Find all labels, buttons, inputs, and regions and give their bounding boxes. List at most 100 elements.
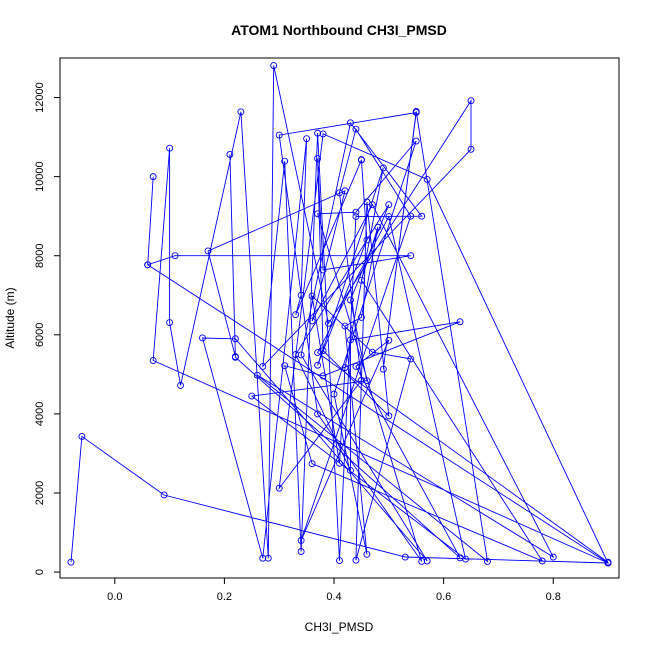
y-tick-label: 4000 bbox=[34, 402, 46, 426]
data-point bbox=[275, 484, 283, 492]
data-point bbox=[407, 355, 415, 363]
data-point bbox=[418, 212, 426, 220]
data-point bbox=[160, 491, 168, 499]
x-tick-label: 0.0 bbox=[107, 591, 122, 603]
data-point bbox=[352, 556, 360, 564]
data-point bbox=[67, 558, 75, 566]
data-point bbox=[363, 198, 371, 206]
data-point bbox=[297, 536, 305, 544]
data-point bbox=[347, 119, 354, 127]
data-point bbox=[144, 261, 152, 269]
y-tick-label: 10000 bbox=[34, 161, 46, 192]
data-point bbox=[352, 213, 360, 221]
data-point bbox=[319, 130, 327, 138]
data-point bbox=[423, 175, 431, 183]
data-point bbox=[171, 252, 179, 260]
data-point bbox=[231, 335, 239, 343]
data-point bbox=[166, 144, 174, 152]
data-point bbox=[231, 353, 239, 361]
data-point bbox=[357, 156, 365, 164]
y-tick-label: 8000 bbox=[34, 243, 46, 267]
data-point bbox=[347, 336, 354, 344]
data-point bbox=[604, 558, 612, 566]
data-point bbox=[385, 213, 393, 221]
data-point bbox=[275, 131, 283, 139]
y-tick-label: 12000 bbox=[34, 82, 46, 113]
data-point bbox=[407, 212, 415, 220]
x-tick-label: 0.8 bbox=[546, 591, 561, 603]
data-point bbox=[418, 557, 426, 565]
axis-ticks: 0.0 0.2 0.4 0.6 0.8 0 2000 4000 6000 8000 10000 120… bbox=[34, 82, 561, 603]
data-point bbox=[259, 362, 267, 370]
data-point bbox=[204, 247, 212, 255]
data-point bbox=[368, 201, 376, 209]
data-point bbox=[166, 319, 174, 326]
data-point bbox=[374, 223, 382, 231]
data-point bbox=[357, 276, 365, 284]
data-point bbox=[292, 351, 300, 359]
data-point bbox=[385, 201, 393, 209]
chart-title: ATOM1 Northbound CH3I_PMSD bbox=[231, 22, 447, 38]
data-point bbox=[363, 236, 371, 244]
data-point bbox=[319, 266, 327, 274]
data-point bbox=[538, 557, 546, 565]
data-point bbox=[297, 291, 305, 299]
data-point bbox=[347, 296, 354, 304]
data-point bbox=[314, 210, 322, 218]
data-point bbox=[407, 252, 415, 260]
data-point bbox=[401, 553, 409, 561]
data-point bbox=[385, 412, 393, 420]
data-point bbox=[357, 313, 365, 321]
data-point bbox=[341, 187, 349, 195]
x-tick-label: 0.4 bbox=[326, 591, 341, 603]
data-point bbox=[352, 362, 360, 370]
data-point bbox=[368, 348, 376, 356]
data-point bbox=[467, 145, 475, 153]
data-point bbox=[336, 459, 343, 467]
data-point bbox=[149, 173, 157, 181]
data-point bbox=[412, 109, 420, 117]
data-point bbox=[379, 164, 387, 172]
x-axis-label: CH3I_PMSD bbox=[305, 620, 374, 634]
series-line bbox=[70, 65, 610, 565]
data-point bbox=[467, 97, 475, 105]
data-point bbox=[484, 557, 491, 565]
data-point bbox=[341, 364, 349, 372]
data-point bbox=[462, 555, 469, 563]
data-point bbox=[281, 362, 289, 370]
data-point bbox=[237, 108, 245, 116]
data-point bbox=[264, 554, 272, 562]
data-point bbox=[423, 557, 431, 565]
data-point bbox=[308, 292, 316, 300]
data-point bbox=[199, 334, 206, 342]
data-point bbox=[177, 381, 185, 389]
data-point bbox=[456, 318, 464, 326]
y-tick-label: 6000 bbox=[34, 323, 46, 347]
data-point bbox=[412, 137, 420, 145]
x-tick-label: 0.6 bbox=[436, 591, 451, 603]
data-point bbox=[347, 466, 354, 474]
data-point bbox=[314, 361, 322, 369]
data-point bbox=[314, 349, 322, 357]
data-point bbox=[314, 154, 322, 162]
data-point bbox=[385, 336, 393, 344]
data-point bbox=[303, 135, 311, 143]
data-point bbox=[363, 550, 371, 558]
data-point bbox=[325, 319, 332, 327]
data-point bbox=[379, 365, 387, 373]
data-point bbox=[357, 376, 365, 384]
data-point bbox=[308, 317, 316, 325]
data-point bbox=[341, 322, 349, 330]
data-point bbox=[314, 410, 322, 418]
data-point bbox=[297, 548, 305, 555]
data-point bbox=[248, 392, 256, 400]
data-point bbox=[292, 311, 300, 319]
data-point bbox=[352, 208, 360, 216]
data-point bbox=[319, 372, 327, 380]
data-point bbox=[226, 151, 234, 158]
data-point bbox=[78, 432, 86, 440]
data-point bbox=[270, 62, 278, 69]
data-point bbox=[352, 125, 360, 133]
x-tick-label: 0.2 bbox=[217, 591, 232, 603]
